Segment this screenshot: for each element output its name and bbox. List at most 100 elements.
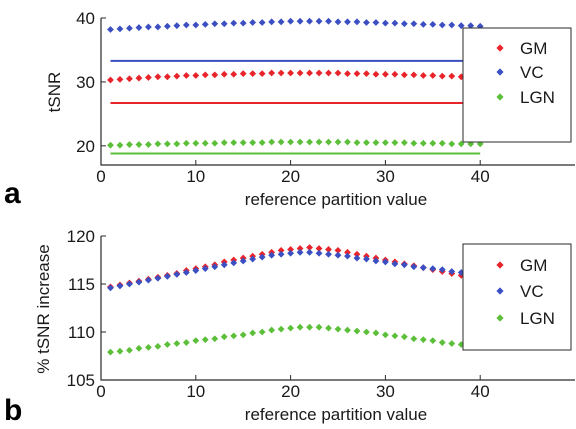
data-point-vc: [429, 20, 437, 28]
data-point-gm: [334, 69, 342, 77]
data-point-vc: [173, 22, 181, 30]
data-point-vc: [334, 251, 342, 259]
data-point-vc: [344, 252, 351, 260]
data-point-lgn: [296, 323, 304, 331]
data-point-vc: [353, 254, 361, 262]
data-point-vc: [268, 251, 276, 259]
data-point-vc: [230, 259, 238, 267]
panel-a-xlabel: reference partition value: [245, 190, 427, 209]
data-point-gm: [306, 244, 313, 251]
data-point-gm: [400, 71, 408, 79]
data-point-vc: [448, 268, 456, 275]
data-point-gm: [258, 70, 266, 78]
data-point-gm: [230, 70, 238, 78]
data-point-lgn: [410, 139, 418, 147]
data-point-gm: [116, 75, 124, 83]
data-point-vc: [372, 257, 380, 265]
panel-b-xtick-label: 0: [96, 382, 105, 401]
data-point-lgn: [315, 323, 323, 331]
data-point-lgn: [258, 328, 266, 336]
panel-a-ytick-label: 30: [76, 73, 95, 92]
panel-a-axes: [100, 18, 575, 166]
panel-b-xlabel: reference partition value: [245, 405, 427, 424]
data-point-vc: [268, 18, 276, 26]
data-point-lgn: [344, 138, 351, 146]
data-point-lgn: [344, 326, 351, 334]
data-point-gm: [107, 76, 114, 84]
data-point-gm: [325, 69, 332, 77]
data-point-lgn: [353, 327, 361, 335]
panel-a-xtick-label: 20: [281, 167, 300, 186]
data-point-vc: [296, 248, 304, 256]
data-point-lgn: [287, 324, 294, 332]
data-point-vc: [107, 26, 114, 33]
panel-b-legend-box: [462, 243, 572, 351]
data-point-lgn: [145, 343, 152, 351]
panel-a-label: a: [4, 177, 21, 210]
legend-marker-vc: [496, 68, 504, 76]
data-point-vc: [192, 267, 200, 274]
data-point-lgn: [448, 140, 456, 148]
data-point-lgn: [372, 139, 380, 147]
legend-label-vc: VC: [520, 63, 544, 82]
data-point-lgn: [220, 333, 228, 341]
panel-a-ytick-label: 40: [76, 9, 95, 28]
data-point-gm: [429, 72, 437, 79]
data-point-lgn: [325, 138, 332, 146]
data-point-gm: [448, 72, 456, 80]
panel-b-label: b: [4, 394, 22, 427]
data-point-vc: [107, 284, 114, 292]
data-point-gm: [173, 72, 181, 80]
data-point-vc: [325, 17, 332, 25]
data-point-gm: [391, 70, 399, 78]
panel-a-legend: GM VC LGN: [496, 39, 555, 107]
data-point-vc: [249, 19, 257, 26]
panel-b-chart: 0 10 20 30 40 105 110 115 120 GM VC LGN reference …: [4, 227, 575, 427]
legend-marker-gm: [496, 44, 504, 52]
data-point-gm: [126, 75, 133, 83]
panel-b-axes: [100, 236, 575, 381]
data-point-vc: [400, 261, 408, 269]
data-point-lgn: [249, 329, 257, 337]
data-point-lgn: [363, 139, 370, 147]
panel-a-chart: 0 10 20 30 40 20 30 40 GM VC LGN reference partit…: [4, 9, 575, 210]
data-point-lgn: [211, 335, 219, 343]
data-point-lgn: [220, 139, 228, 147]
data-point-gm: [296, 69, 304, 77]
data-point-lgn: [429, 337, 437, 345]
data-point-lgn: [400, 139, 408, 147]
data-point-gm: [344, 70, 351, 78]
data-point-lgn: [287, 138, 294, 146]
data-point-lgn: [410, 335, 418, 343]
data-point-vc: [467, 22, 475, 30]
data-point-lgn: [192, 337, 200, 345]
panel-b-ytick-label: 110: [68, 323, 95, 342]
data-point-gm: [268, 69, 276, 77]
panel-a-ytick-label: 20: [76, 137, 95, 156]
data-point-lgn: [268, 138, 276, 146]
panel-b-ytick-label: 105: [67, 371, 95, 390]
data-point-gm: [363, 70, 370, 78]
data-point-gm: [211, 71, 219, 79]
panel-b-xtick-label: 30: [376, 382, 395, 401]
data-point-lgn: [438, 339, 446, 346]
data-point-vc: [287, 249, 294, 257]
data-point-lgn: [163, 140, 171, 148]
panel-b-xtick-label: 40: [471, 382, 490, 401]
data-point-vc: [287, 17, 294, 25]
data-point-vc: [249, 255, 257, 263]
legend-marker-lgn: [496, 314, 504, 322]
data-point-vc: [239, 257, 247, 265]
data-point-lgn: [391, 332, 399, 340]
data-point-gm: [287, 69, 294, 77]
data-point-lgn: [135, 344, 143, 352]
data-point-lgn: [145, 141, 152, 148]
data-point-vc: [182, 21, 190, 29]
data-point-lgn: [306, 138, 313, 146]
data-point-lgn: [372, 329, 380, 337]
data-point-gm: [438, 72, 446, 80]
data-point-gm: [277, 247, 285, 254]
data-point-vc: [391, 19, 399, 27]
data-point-lgn: [116, 141, 124, 149]
data-point-vc: [145, 276, 152, 284]
